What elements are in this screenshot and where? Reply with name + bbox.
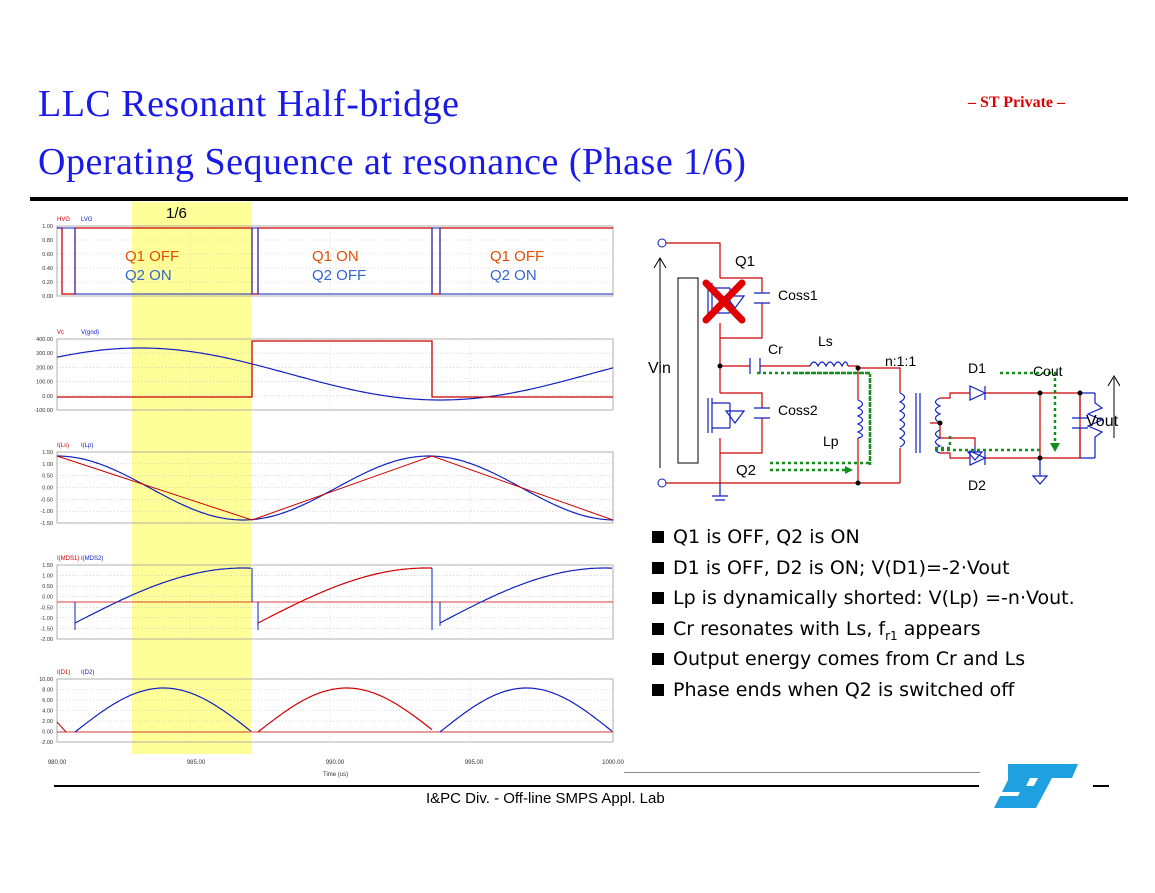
y-tick-label: 1.00: [42, 574, 53, 580]
legend-entry: I(Lp): [81, 443, 93, 449]
page-title-line-1: LLC Resonant Half-bridge: [38, 83, 460, 125]
y-tick-label: 0.80: [42, 238, 53, 244]
y-tick-label: -0.50: [40, 605, 53, 611]
legend-entry: I(D1): [57, 670, 70, 676]
y-tick-label: 10.00: [39, 677, 53, 683]
y-tick-label: 1.00: [42, 462, 53, 468]
y-tick-label: 2.00: [42, 719, 53, 725]
st-logo-icon: [994, 764, 1078, 808]
x-tick-label: 980.00: [48, 760, 67, 766]
legend-entry: I(D2): [81, 670, 94, 676]
phase-highlight-label: 1/6: [166, 205, 187, 222]
waveform-panel: 1.00 0.80 0.60 0.40 0.20 0.00 HVG LVG: [42, 217, 614, 300]
phase-highlight: [132, 202, 251, 754]
footer-text: I&PC Div. - Off-line SMPS Appl. Lab: [426, 790, 665, 807]
y-tick-label: 300.00: [36, 351, 53, 357]
coss2-label: Coss2: [778, 402, 818, 418]
d2-label: D2: [968, 477, 986, 493]
y-tick-label: 1.50: [42, 450, 53, 456]
waveform-panel: 1.50 1.00 0.50 0.00 -0.50 -1.00 -1.50 I(Ls) I(Lp…: [40, 443, 614, 527]
y-tick-label: 400.00: [36, 337, 53, 343]
y-tick-label: 0.20: [42, 280, 53, 286]
vin-label: Vin: [648, 360, 671, 377]
x-tick-label: 995.00: [465, 760, 484, 766]
y-tick-label: -2.00: [40, 637, 53, 643]
bullet-item: Output energy comes from Cr and Ls: [652, 644, 1075, 675]
q1-off-x-icon: [702, 279, 746, 324]
y-tick-label: -1.00: [40, 616, 53, 622]
bullet-item: Q1 is OFF, Q2 is ON: [652, 522, 1075, 553]
y-tick-label: 1.00: [42, 224, 53, 230]
lp-label: Lp: [823, 433, 839, 449]
waveform-panel: 400.00 300.00 200.00 100.00 0.00 -100.00 Vc V(g…: [34, 330, 614, 414]
coss1-label: Coss1: [778, 287, 818, 303]
legend-entry: V(gnd): [81, 330, 99, 336]
llc-circuit-schematic: Q1 Coss1 Cr Ls Vin Coss2 Lp Q2 n:1:1 D1 …: [648, 238, 1120, 501]
y-tick-label: 0.00: [42, 486, 53, 492]
footer-thin-rule: [624, 772, 980, 773]
y-tick-label: 0.40: [42, 266, 53, 272]
footer-rule-right: [1093, 785, 1109, 787]
privacy-label: – ST Private –: [968, 94, 1066, 111]
title-divider: [30, 197, 1128, 201]
q2-label: Q2: [736, 462, 756, 479]
y-tick-label: 0.60: [42, 252, 53, 258]
page-title-line-2: Operating Sequence at resonance (Phase 1…: [38, 141, 747, 183]
legend-entry: I(Ls): [57, 443, 69, 449]
ls-label: Ls: [818, 333, 833, 349]
q1-label: Q1: [735, 253, 755, 270]
legend-entry: LVG: [81, 217, 93, 223]
x-tick-label: 990.00: [326, 760, 345, 766]
time-axis-label: Time (us): [323, 772, 348, 778]
q1-state-label: Q1 OFF: [125, 248, 179, 265]
legend-entry: I(MDS1): [57, 556, 79, 562]
y-tick-label: -0.50: [40, 497, 53, 503]
y-tick-label: 0.50: [42, 474, 53, 480]
bullet-item: D1 is OFF, D2 is ON; V(D1)=-2·Vout: [652, 553, 1075, 584]
bullet-item: Lp is dynamically shorted: V(Lp) =-n·Vou…: [652, 583, 1075, 614]
bullet-list: Q1 is OFF, Q2 is ON D1 is OFF, D2 is ON;…: [652, 522, 1075, 705]
y-tick-label: 0.50: [42, 584, 53, 590]
cout-label: Cout: [1033, 363, 1063, 379]
bullet-item: Cr resonates with Ls, fr1 appears: [652, 614, 1075, 645]
bullet-item: Phase ends when Q2 is switched off: [652, 675, 1075, 706]
y-tick-label: 200.00: [36, 365, 53, 371]
y-tick-label: 0.00: [42, 595, 53, 601]
q2-state-label: Q2 OFF: [312, 267, 366, 284]
x-tick-label: 1000.00: [602, 760, 624, 766]
y-tick-label: 8.00: [42, 688, 53, 694]
y-tick-label: 100.00: [36, 380, 53, 386]
y-tick-label: -2.00: [40, 740, 53, 746]
waveform-plots: 1/6 1.00 0.80 0.60 0.40 0.20 0.00 HVG LVG 400.00…: [34, 202, 625, 778]
legend-entry: I(MDS2): [81, 556, 103, 562]
footer-rule: [54, 785, 979, 787]
y-tick-label: 0.00: [42, 294, 53, 300]
q2-state-label: Q2 ON: [125, 267, 172, 284]
y-tick-label: -1.00: [40, 509, 53, 515]
waveform-panel: 10.00 8.00 6.00 4.00 2.00 0.00 -2.00 I(D1) I(D2): [39, 670, 614, 746]
vout-label: Vout: [1086, 413, 1119, 430]
y-tick-label: 0.00: [42, 730, 53, 736]
y-tick-label: -100.00: [34, 408, 53, 414]
y-tick-label: 4.00: [42, 709, 53, 715]
y-tick-label: 0.00: [42, 394, 53, 400]
cr-label: Cr: [768, 341, 783, 357]
y-tick-label: -1.50: [40, 626, 53, 632]
q1-state-label: Q1 ON: [312, 248, 359, 265]
q2-state-label: Q2 ON: [490, 267, 537, 284]
legend-entry: HVG: [57, 217, 70, 223]
q1-state-label: Q1 OFF: [490, 248, 544, 265]
turns-ratio-label: n:1:1: [885, 353, 916, 369]
y-tick-label: 6.00: [42, 698, 53, 704]
legend-entry: Vc: [57, 330, 64, 336]
waveform-panel: 1.50 1.00 0.50 0.00 -0.50 -1.00 -1.50 -2.00 I(MD…: [40, 556, 614, 643]
x-tick-label: 985.00: [187, 760, 206, 766]
d1-label: D1: [968, 360, 986, 376]
y-tick-label: -1.50: [40, 521, 53, 527]
y-tick-label: 1.50: [42, 563, 53, 569]
